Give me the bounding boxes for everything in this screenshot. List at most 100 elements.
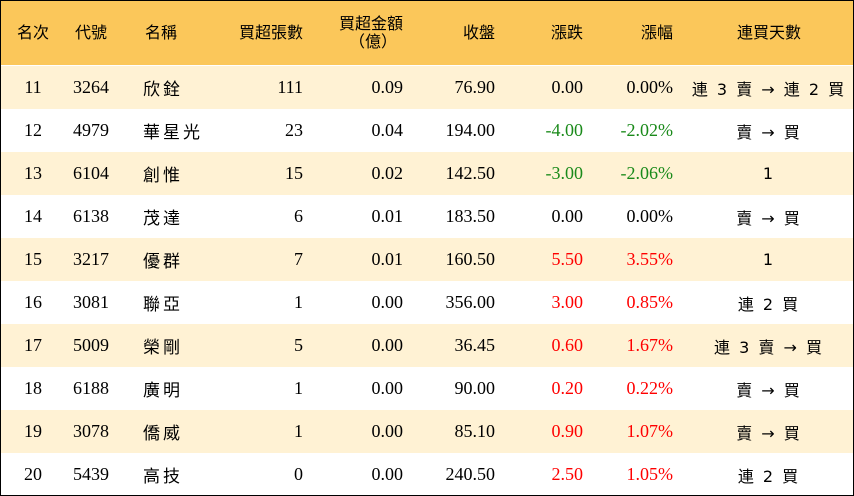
close-cell: 85.10 (407, 410, 496, 453)
rank-cell: 18 (1, 367, 65, 410)
net-buy-amount-cell: 0.00 (307, 281, 404, 324)
consecutive-days-cell-text: 連 2 買 (737, 294, 801, 314)
change-cell-text: 0.00 (551, 206, 584, 226)
close-cell: 160.50 (407, 238, 496, 281)
table-row[interactable]: 15 3217 優群 7 0.01 160.50 5.50 3.55% 1 (1, 238, 853, 281)
code-cell-text: 3078 (73, 421, 109, 441)
net-buy-amount-cell: 0.04 (307, 109, 404, 152)
close-cell-text: 90.00 (454, 378, 496, 398)
change-cell-text: 2.50 (551, 464, 584, 484)
consecutive-days-cell: 賣 → 買 (685, 410, 853, 453)
change-cell-text: 3.00 (551, 292, 584, 312)
consecutive-days-cell: 1 (685, 152, 853, 195)
table-row[interactable]: 20 5439 高技 0 0.00 240.50 2.50 1.05% 連 2 買 (1, 453, 853, 495)
close-cell-text: 356.00 (445, 292, 496, 312)
pct-cell-text: 0.22% (626, 378, 674, 398)
rank-cell: 13 (1, 152, 65, 195)
pct-cell: 0.85% (587, 281, 674, 324)
code-cell: 5439 (73, 453, 143, 495)
name-cell-text: 榮剛 (143, 338, 183, 358)
rank-cell-text: 11 (24, 77, 42, 97)
table-row[interactable]: 19 3078 僑威 1 0.00 85.10 0.90 1.07% 賣 → 買 (1, 410, 853, 453)
net-buy-lots-cell: 111 (219, 66, 303, 109)
change-cell-text: -4.00 (545, 120, 584, 140)
code-cell: 6138 (73, 195, 143, 238)
net-buy-amount-cell-text: 0.01 (371, 249, 404, 269)
table-row[interactable]: 16 3081 聯亞 1 0.00 356.00 3.00 0.85% 連 2 買 (1, 281, 853, 324)
consecutive-days-cell: 賣 → 買 (685, 195, 853, 238)
header-net-buy-lots: 買超張數 (238, 23, 303, 42)
rank-cell: 14 (1, 195, 65, 238)
name-cell-text: 高技 (143, 467, 183, 487)
net-buy-lots-cell-text: 0 (294, 464, 303, 484)
consecutive-days-cell-text: 連 3 賣 → 買 (714, 337, 824, 357)
name-cell-text: 茂達 (143, 209, 183, 229)
name-cell: 廣明 (143, 367, 223, 410)
consecutive-days-cell: 連 3 賣 → 連 2 買 (685, 66, 853, 109)
table-row[interactable]: 14 6138 茂達 6 0.01 183.50 0.00 0.00% 賣 → 買 (1, 195, 853, 238)
change-cell: -3.00 (499, 152, 584, 195)
net-buy-lots-cell: 1 (219, 281, 303, 324)
net-buy-amount-cell: 0.00 (307, 324, 404, 367)
close-cell: 90.00 (407, 367, 496, 410)
change-cell: 2.50 (499, 453, 584, 495)
name-cell-text: 聯亞 (143, 295, 183, 315)
pct-cell: -2.02% (587, 109, 674, 152)
code-cell-text: 5439 (73, 464, 109, 484)
table-row[interactable]: 12 4979 華星光 23 0.04 194.00 -4.00 -2.02% 賣 → 買 (1, 109, 853, 152)
header-amount-line1: 買超金額 (338, 14, 403, 33)
consecutive-days-cell: 連 2 買 (685, 281, 853, 324)
table-row[interactable]: 17 5009 榮剛 5 0.00 36.45 0.60 1.67% 連 3 賣 → 買 (1, 324, 853, 367)
net-buy-amount-cell: 0.01 (307, 238, 404, 281)
table-row[interactable]: 13 6104 創惟 15 0.02 142.50 -3.00 -2.06% 1 (1, 152, 853, 195)
code-cell: 4979 (73, 109, 143, 152)
consecutive-days-cell-text: 連 3 賣 → 連 2 買 (691, 79, 847, 99)
pct-cell-text: 1.05% (626, 464, 674, 484)
rank-cell-text: 13 (24, 163, 42, 183)
code-cell: 3081 (73, 281, 143, 324)
net-buy-lots-cell: 1 (219, 367, 303, 410)
pct-cell-text: 0.00% (626, 206, 674, 226)
header-amount-line2: （億） (348, 32, 397, 51)
code-cell: 3078 (73, 410, 143, 453)
name-cell: 榮剛 (143, 324, 223, 367)
net-buy-lots-cell: 6 (219, 195, 303, 238)
header-pct: 漲幅 (640, 23, 673, 42)
pct-cell-text: -2.02% (620, 120, 674, 140)
code-cell: 6188 (73, 367, 143, 410)
change-cell: 0.00 (499, 195, 584, 238)
table-row[interactable]: 18 6188 廣明 1 0.00 90.00 0.20 0.22% 賣 → 買 (1, 367, 853, 410)
consecutive-days-cell-text: 連 2 買 (737, 466, 801, 486)
pct-cell: 1.07% (587, 410, 674, 453)
header-rank: 名次 (16, 23, 49, 42)
net-buy-amount-cell-text: 0.09 (371, 77, 404, 97)
change-cell-text: 5.50 (551, 249, 584, 269)
change-cell: -4.00 (499, 109, 584, 152)
consecutive-days-cell-text: 1 (762, 164, 776, 183)
table-row[interactable]: 11 3264 欣銓 111 0.09 76.90 0.00 0.00% 連 3 賣 → 連 2… (1, 66, 853, 109)
header-name: 名稱 (145, 23, 178, 42)
consecutive-days-cell: 連 3 賣 → 買 (685, 324, 853, 367)
net-buy-amount-cell-text: 0.00 (371, 292, 404, 312)
name-cell-text: 優群 (143, 252, 183, 272)
close-cell-text: 240.50 (445, 464, 496, 484)
rank-cell-text: 15 (24, 249, 42, 269)
name-cell: 欣銓 (143, 66, 223, 109)
net-buy-amount-cell-text: 0.00 (371, 378, 404, 398)
rank-cell-text: 20 (24, 464, 42, 484)
consecutive-days-cell: 賣 → 買 (685, 367, 853, 410)
name-cell: 僑威 (143, 410, 223, 453)
rank-cell-text: 12 (24, 120, 42, 140)
close-cell: 76.90 (407, 66, 496, 109)
header-change: 漲跌 (550, 23, 583, 42)
code-cell: 5009 (73, 324, 143, 367)
code-cell: 3217 (73, 238, 143, 281)
code-cell-text: 3217 (73, 249, 109, 269)
change-cell: 3.00 (499, 281, 584, 324)
net-buy-lots-cell: 7 (219, 238, 303, 281)
net-buy-amount-cell-text: 0.00 (371, 464, 404, 484)
pct-cell-text: 0.85% (626, 292, 674, 312)
pct-cell: -2.06% (587, 152, 674, 195)
rank-cell-text: 14 (24, 206, 42, 226)
